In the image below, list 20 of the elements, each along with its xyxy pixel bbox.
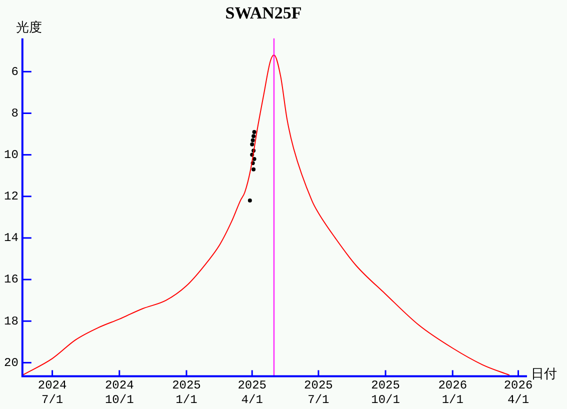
- x-tick-label: 2025 7/1: [304, 378, 333, 407]
- x-tick-label: 2024 7/1: [38, 378, 67, 407]
- y-tick-label: 16: [4, 272, 18, 287]
- x-tick-label: 2025 10/1: [371, 378, 400, 407]
- line-series: [22, 54, 510, 376]
- y-tick-label: 10: [4, 148, 18, 162]
- chart-title: SWAN25F: [225, 4, 302, 23]
- y-tick-label: 8: [11, 106, 18, 120]
- x-tick-label: 2026 1/1: [438, 378, 468, 407]
- y-tick-label: 12: [4, 190, 18, 204]
- y-tick-label: 20: [4, 356, 18, 370]
- x-tick-label: 2025 4/1: [238, 378, 267, 407]
- x-tick-label: 2025 1/1: [172, 378, 201, 407]
- x-tick-label: 2026 4/1: [504, 378, 533, 407]
- y-tick-label: 18: [4, 314, 18, 328]
- y-tick-label: 6: [11, 64, 18, 79]
- x-axis-title: 日付: [531, 367, 557, 382]
- y-tick-label: 14: [4, 231, 18, 246]
- x-tick-label: 2024 10/1: [104, 378, 134, 407]
- y-axis-title: 光度: [16, 19, 42, 36]
